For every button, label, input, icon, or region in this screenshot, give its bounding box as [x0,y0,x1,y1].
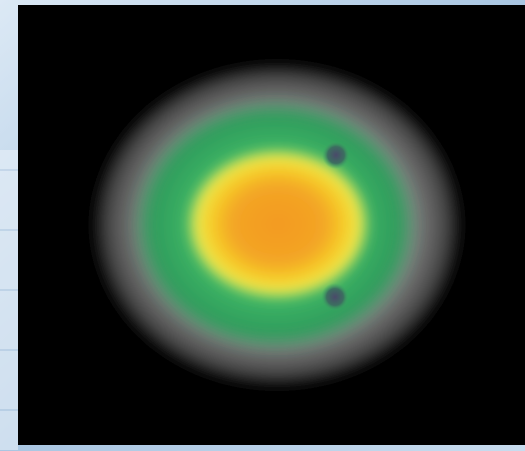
side-panel [0,150,18,450]
spot [321,283,349,311]
heat-blob [91,62,463,388]
heat-map-screenshot [0,0,525,451]
spot [322,141,350,169]
